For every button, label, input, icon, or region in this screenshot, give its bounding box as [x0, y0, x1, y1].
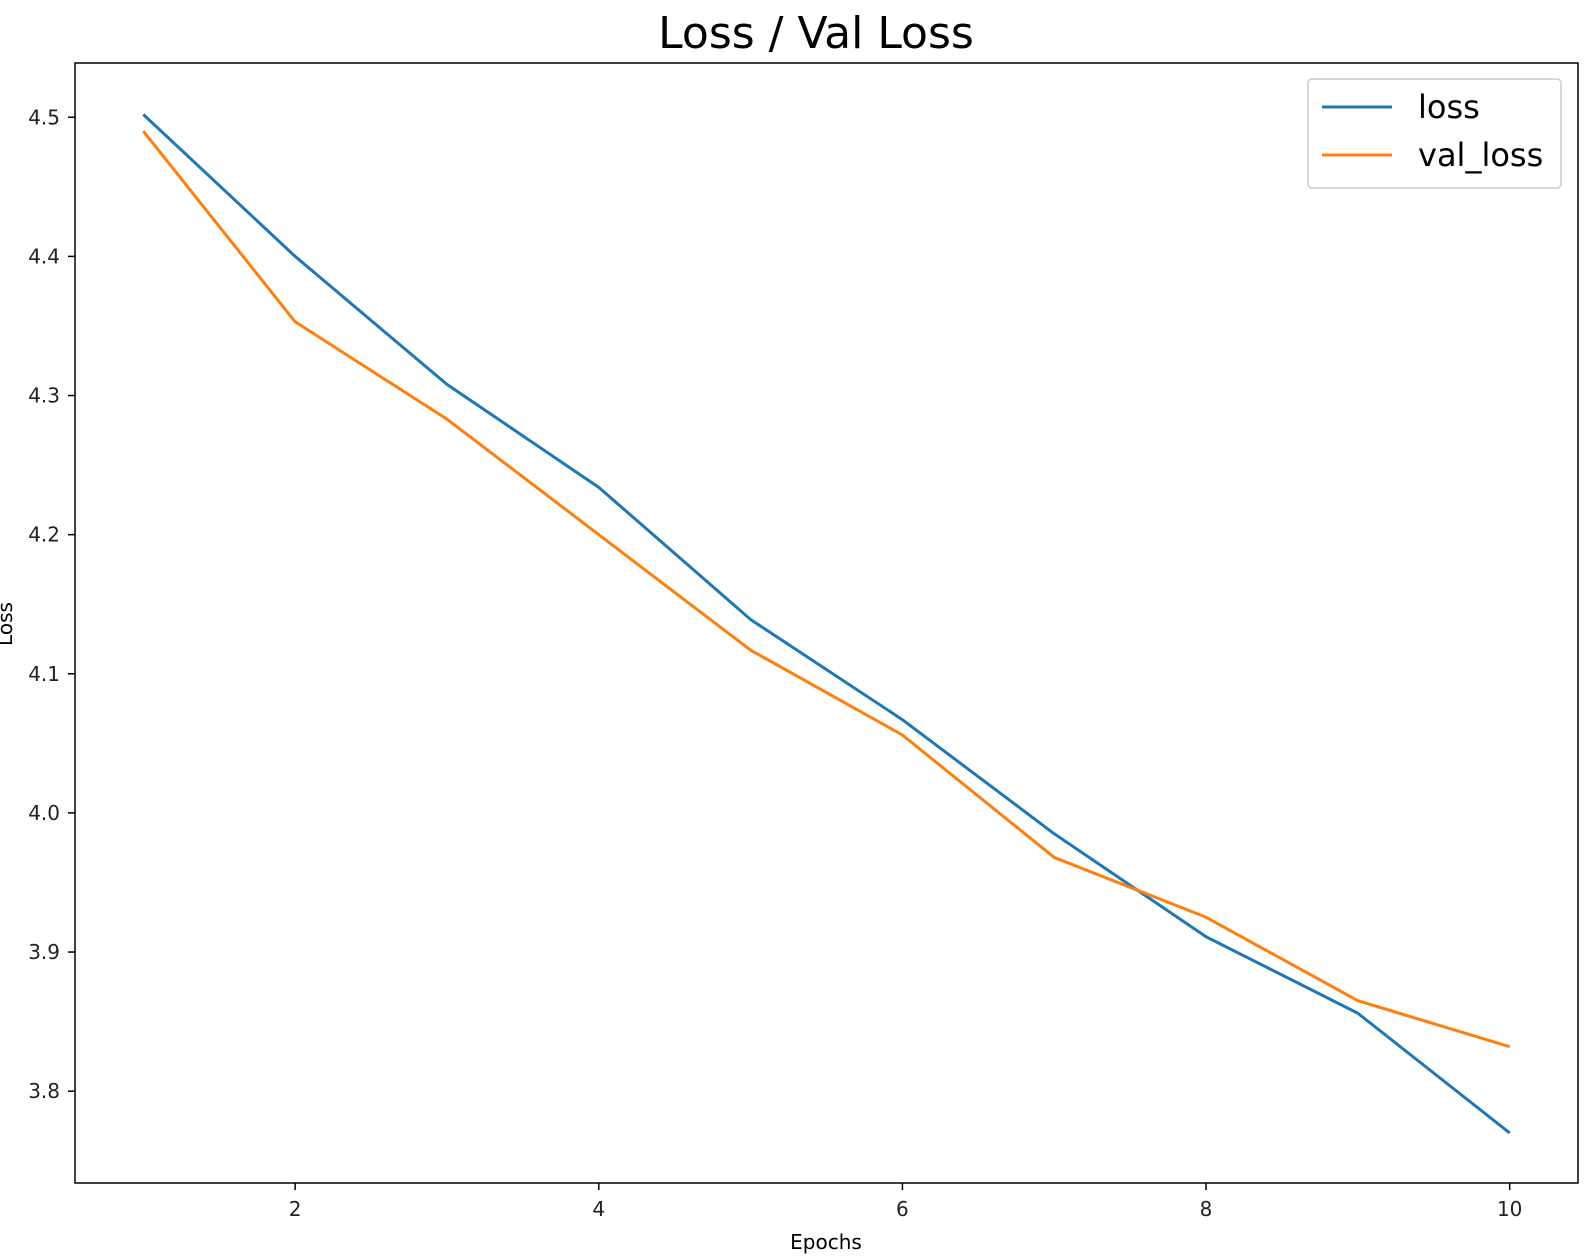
y-axis: 3.8 3.9 4.0 4.1 4.2 4.3 4.4 4.5 [28, 105, 75, 1103]
plot-area [74, 62, 1579, 1184]
y-tick-label: 4.3 [28, 384, 60, 408]
x-tick-label: 8 [1200, 1197, 1213, 1221]
x-axis-label: Epochs [790, 1230, 862, 1254]
series-line-loss [142, 113, 1511, 1135]
y-tick-label: 4.0 [28, 801, 60, 825]
legend: loss val_loss [1307, 78, 1562, 189]
y-tick-label: 4.5 [28, 105, 60, 129]
x-tick-label: 6 [896, 1197, 909, 1221]
y-tick-label: 4.2 [28, 523, 60, 547]
x-tick-label: 2 [289, 1197, 302, 1221]
plot-frame [74, 62, 1579, 1184]
legend-label-val-loss: val_loss [1418, 136, 1543, 174]
y-tick-label: 3.9 [28, 940, 60, 964]
x-tick-label: 4 [592, 1197, 605, 1221]
chart-title: Loss / Val Loss [658, 8, 974, 59]
y-tick-label: 4.1 [28, 662, 60, 686]
legend-label-loss: loss [1418, 88, 1480, 126]
series-layer [142, 113, 1511, 1135]
y-tick-label: 4.4 [28, 244, 60, 268]
x-tick-label: 10 [1497, 1197, 1522, 1221]
x-axis: 2 4 6 8 10 [289, 1183, 1522, 1221]
y-axis-label: Loss [0, 602, 17, 646]
y-tick-label: 3.8 [28, 1079, 60, 1103]
series-line-val-loss [142, 130, 1511, 1049]
